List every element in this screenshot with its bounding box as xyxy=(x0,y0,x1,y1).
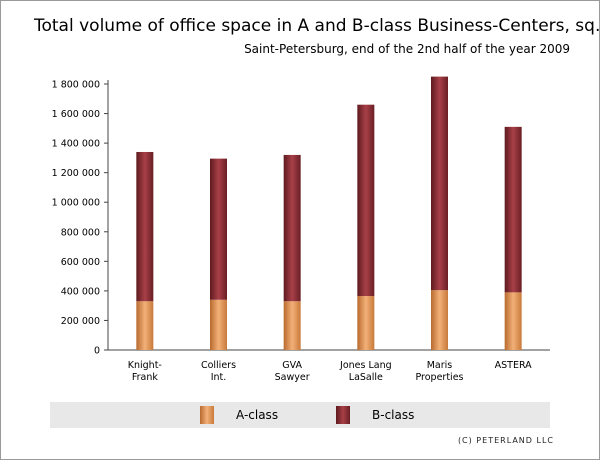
chart-title: Total volume of office space in A and B-… xyxy=(34,16,600,36)
x-tick-label: Frank xyxy=(132,372,159,383)
y-tick-label: 400 000 xyxy=(61,286,100,297)
bar-a-class xyxy=(136,301,154,350)
y-tick-label: 1 600 000 xyxy=(52,109,100,120)
y-tick-label: 1 200 000 xyxy=(52,168,100,179)
legend-label-b-class: B-class xyxy=(372,408,415,422)
legend-swatch-b-class xyxy=(336,406,350,424)
bar-b-class xyxy=(210,158,227,300)
legend-swatch-a-class xyxy=(200,406,214,424)
x-tick-label: Knight- xyxy=(128,360,162,371)
y-tick-label: 600 000 xyxy=(61,257,100,268)
bar-a-class xyxy=(431,290,448,350)
x-tick-label: Int. xyxy=(211,372,227,383)
y-tick-label: 1 800 000 xyxy=(52,80,100,91)
x-tick-label: Colliers xyxy=(201,360,236,371)
bar-b-class xyxy=(283,154,301,302)
y-tick-label: 1 000 000 xyxy=(52,198,100,209)
copyright-notice: (C) PETERLAND LLC xyxy=(457,436,554,445)
x-tick-label: Sawyer xyxy=(275,372,310,383)
bar-a-class xyxy=(504,292,522,350)
y-tick-label: 200 000 xyxy=(61,316,100,327)
chart-plot: 0 200 000 400 000 600 000 800 000 1 000 000 1 … xyxy=(52,76,550,383)
x-tick-label: ASTERA xyxy=(495,360,533,371)
bar-b-class xyxy=(357,104,375,297)
legend: A-class B-class xyxy=(50,402,550,428)
y-tick-label: 0 xyxy=(94,346,100,357)
x-tick-label: Properties xyxy=(415,372,463,383)
x-tick-label: Jones Lang xyxy=(339,360,392,371)
chart-subtitle: Saint-Petersburg, end of the 2nd half of… xyxy=(244,42,570,56)
bar-b-class xyxy=(431,76,448,291)
x-tick-label: Maris xyxy=(427,360,453,371)
bar-a-class xyxy=(210,299,227,350)
bar-a-class xyxy=(357,296,375,350)
bar-a-class xyxy=(283,301,301,350)
x-tick-label: GVA xyxy=(282,360,302,371)
legend-label-a-class: A-class xyxy=(236,408,279,422)
y-tick-label: 1 400 000 xyxy=(52,139,100,150)
y-tick-label: 800 000 xyxy=(61,227,100,238)
x-tick-label: LaSalle xyxy=(349,372,383,383)
bar-b-class xyxy=(504,126,522,293)
bar-b-class xyxy=(136,151,154,302)
